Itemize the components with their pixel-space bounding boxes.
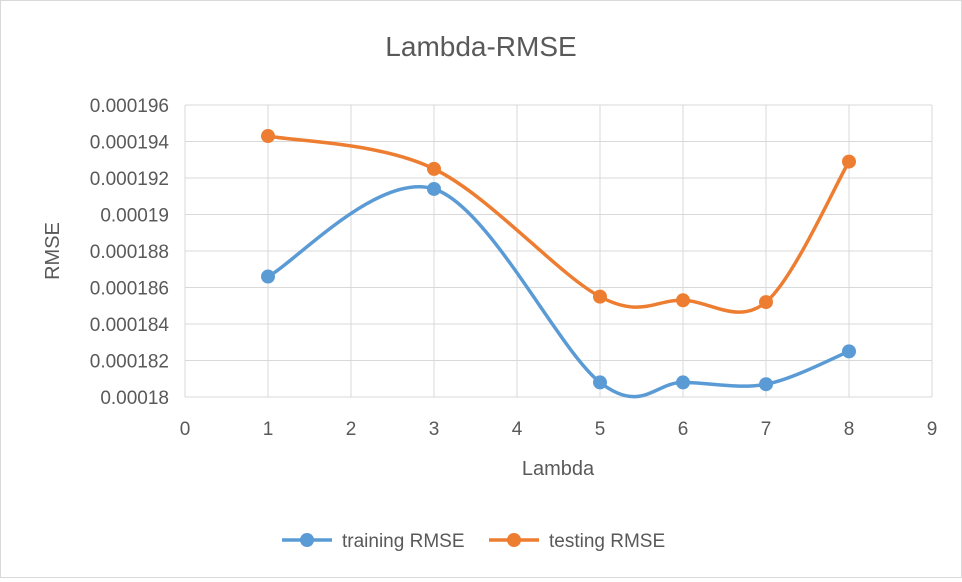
data-point-testing-rmse [261,129,275,144]
data-point-training-rmse [593,375,607,390]
chart-title: Lambda-RMSE [385,31,576,62]
data-point-training-rmse [759,377,773,392]
data-point-testing-rmse [427,161,441,176]
legend-item-testing-rmse: testing RMSE [489,531,665,552]
x-tick-labels: 0 1 2 3 4 5 6 7 8 9 [180,419,938,440]
x-tick-label: 5 [595,419,606,440]
legend: training RMSE testing RMSE [282,531,665,552]
x-tick-label: 6 [678,419,689,440]
data-point-testing-rmse [842,154,856,169]
x-tick-label: 2 [346,419,357,440]
data-point-testing-rmse [593,289,607,304]
data-point-training-rmse [842,344,856,359]
y-tick-label: 0.000182 [90,352,169,373]
y-axis-title: RMSE [42,222,64,280]
gridlines [184,104,933,398]
y-tick-label: 0.000194 [90,133,170,154]
y-tick-label: 0.000184 [90,315,170,336]
x-tick-label: 7 [761,419,772,440]
data-point-testing-rmse [676,293,690,308]
x-tick-label: 1 [263,419,274,440]
x-tick-label: 0 [180,419,191,440]
data-point-training-rmse [676,375,690,390]
series-testing-rmse [261,129,856,314]
series-training-rmse [261,181,856,399]
legend-item-training-rmse: training RMSE [282,531,465,552]
x-tick-label: 4 [512,419,523,440]
x-tick-label: 3 [429,419,440,440]
x-axis-title: Lambda [522,458,595,480]
legend-marker [300,533,314,547]
series-line-training-rmse [266,185,851,399]
data-point-training-rmse [427,181,441,196]
legend-marker [507,533,521,547]
legend-label: testing RMSE [549,531,665,552]
y-tick-label: 0.000196 [90,96,169,117]
x-tick-label: 8 [844,419,855,440]
data-point-training-rmse [261,269,275,284]
y-tick-label: 0.000192 [90,169,169,190]
series-layer [261,129,856,399]
y-tick-labels: 0.00018 0.000182 0.000184 0.000186 0.000188 0… [90,96,170,409]
y-tick-label: 0.000186 [90,279,169,300]
series-line-testing-rmse [266,134,851,314]
y-tick-label: 0.00019 [100,206,169,227]
y-tick-label: 0.00018 [100,388,169,409]
data-point-testing-rmse [759,295,773,310]
x-tick-label: 9 [927,419,938,440]
legend-label: training RMSE [342,531,465,552]
y-tick-label: 0.000188 [90,242,169,263]
